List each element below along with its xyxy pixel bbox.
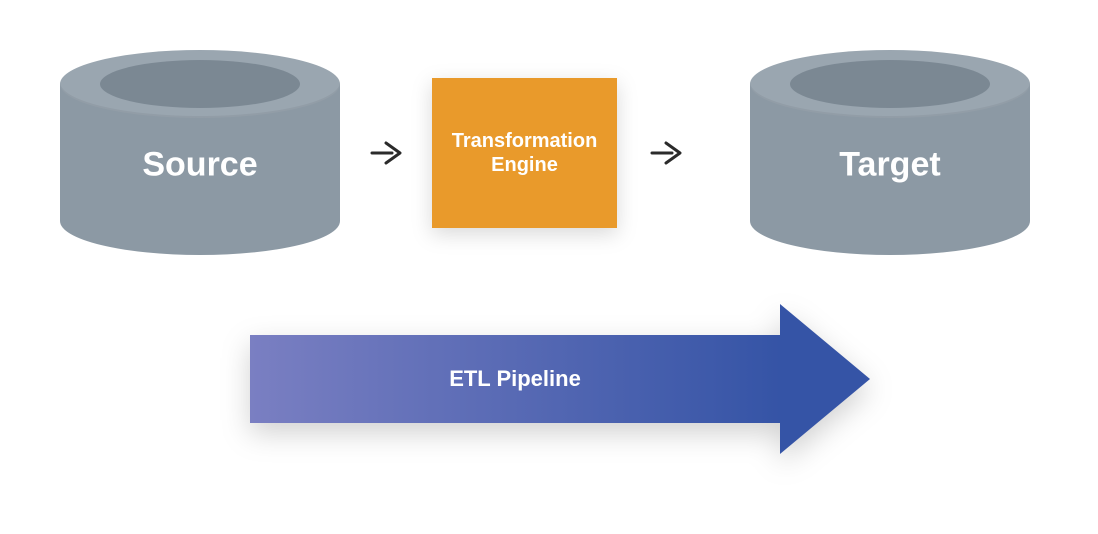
transformation-label: Transformation Engine [452, 129, 598, 177]
etl-pipeline-arrow: ETL Pipeline [250, 335, 870, 423]
transformation-label-line2: Engine [491, 154, 558, 176]
target-label: Target [750, 145, 1030, 184]
pipeline-arrow-head-icon [780, 304, 870, 454]
transformation-label-line1: Transformation [452, 130, 598, 152]
transformation-engine-box: Transformation Engine [432, 78, 617, 228]
pipeline-label: ETL Pipeline [250, 366, 780, 392]
cylinder-top-inner [790, 60, 990, 108]
arrow-right-icon [370, 138, 406, 168]
arrow-right-icon [650, 138, 686, 168]
target-database: Target [750, 50, 1030, 255]
source-database: Source [60, 50, 340, 255]
source-label: Source [60, 145, 340, 184]
cylinder-top-inner [100, 60, 300, 108]
etl-diagram: Source Transformation Engine Target [0, 0, 1098, 534]
